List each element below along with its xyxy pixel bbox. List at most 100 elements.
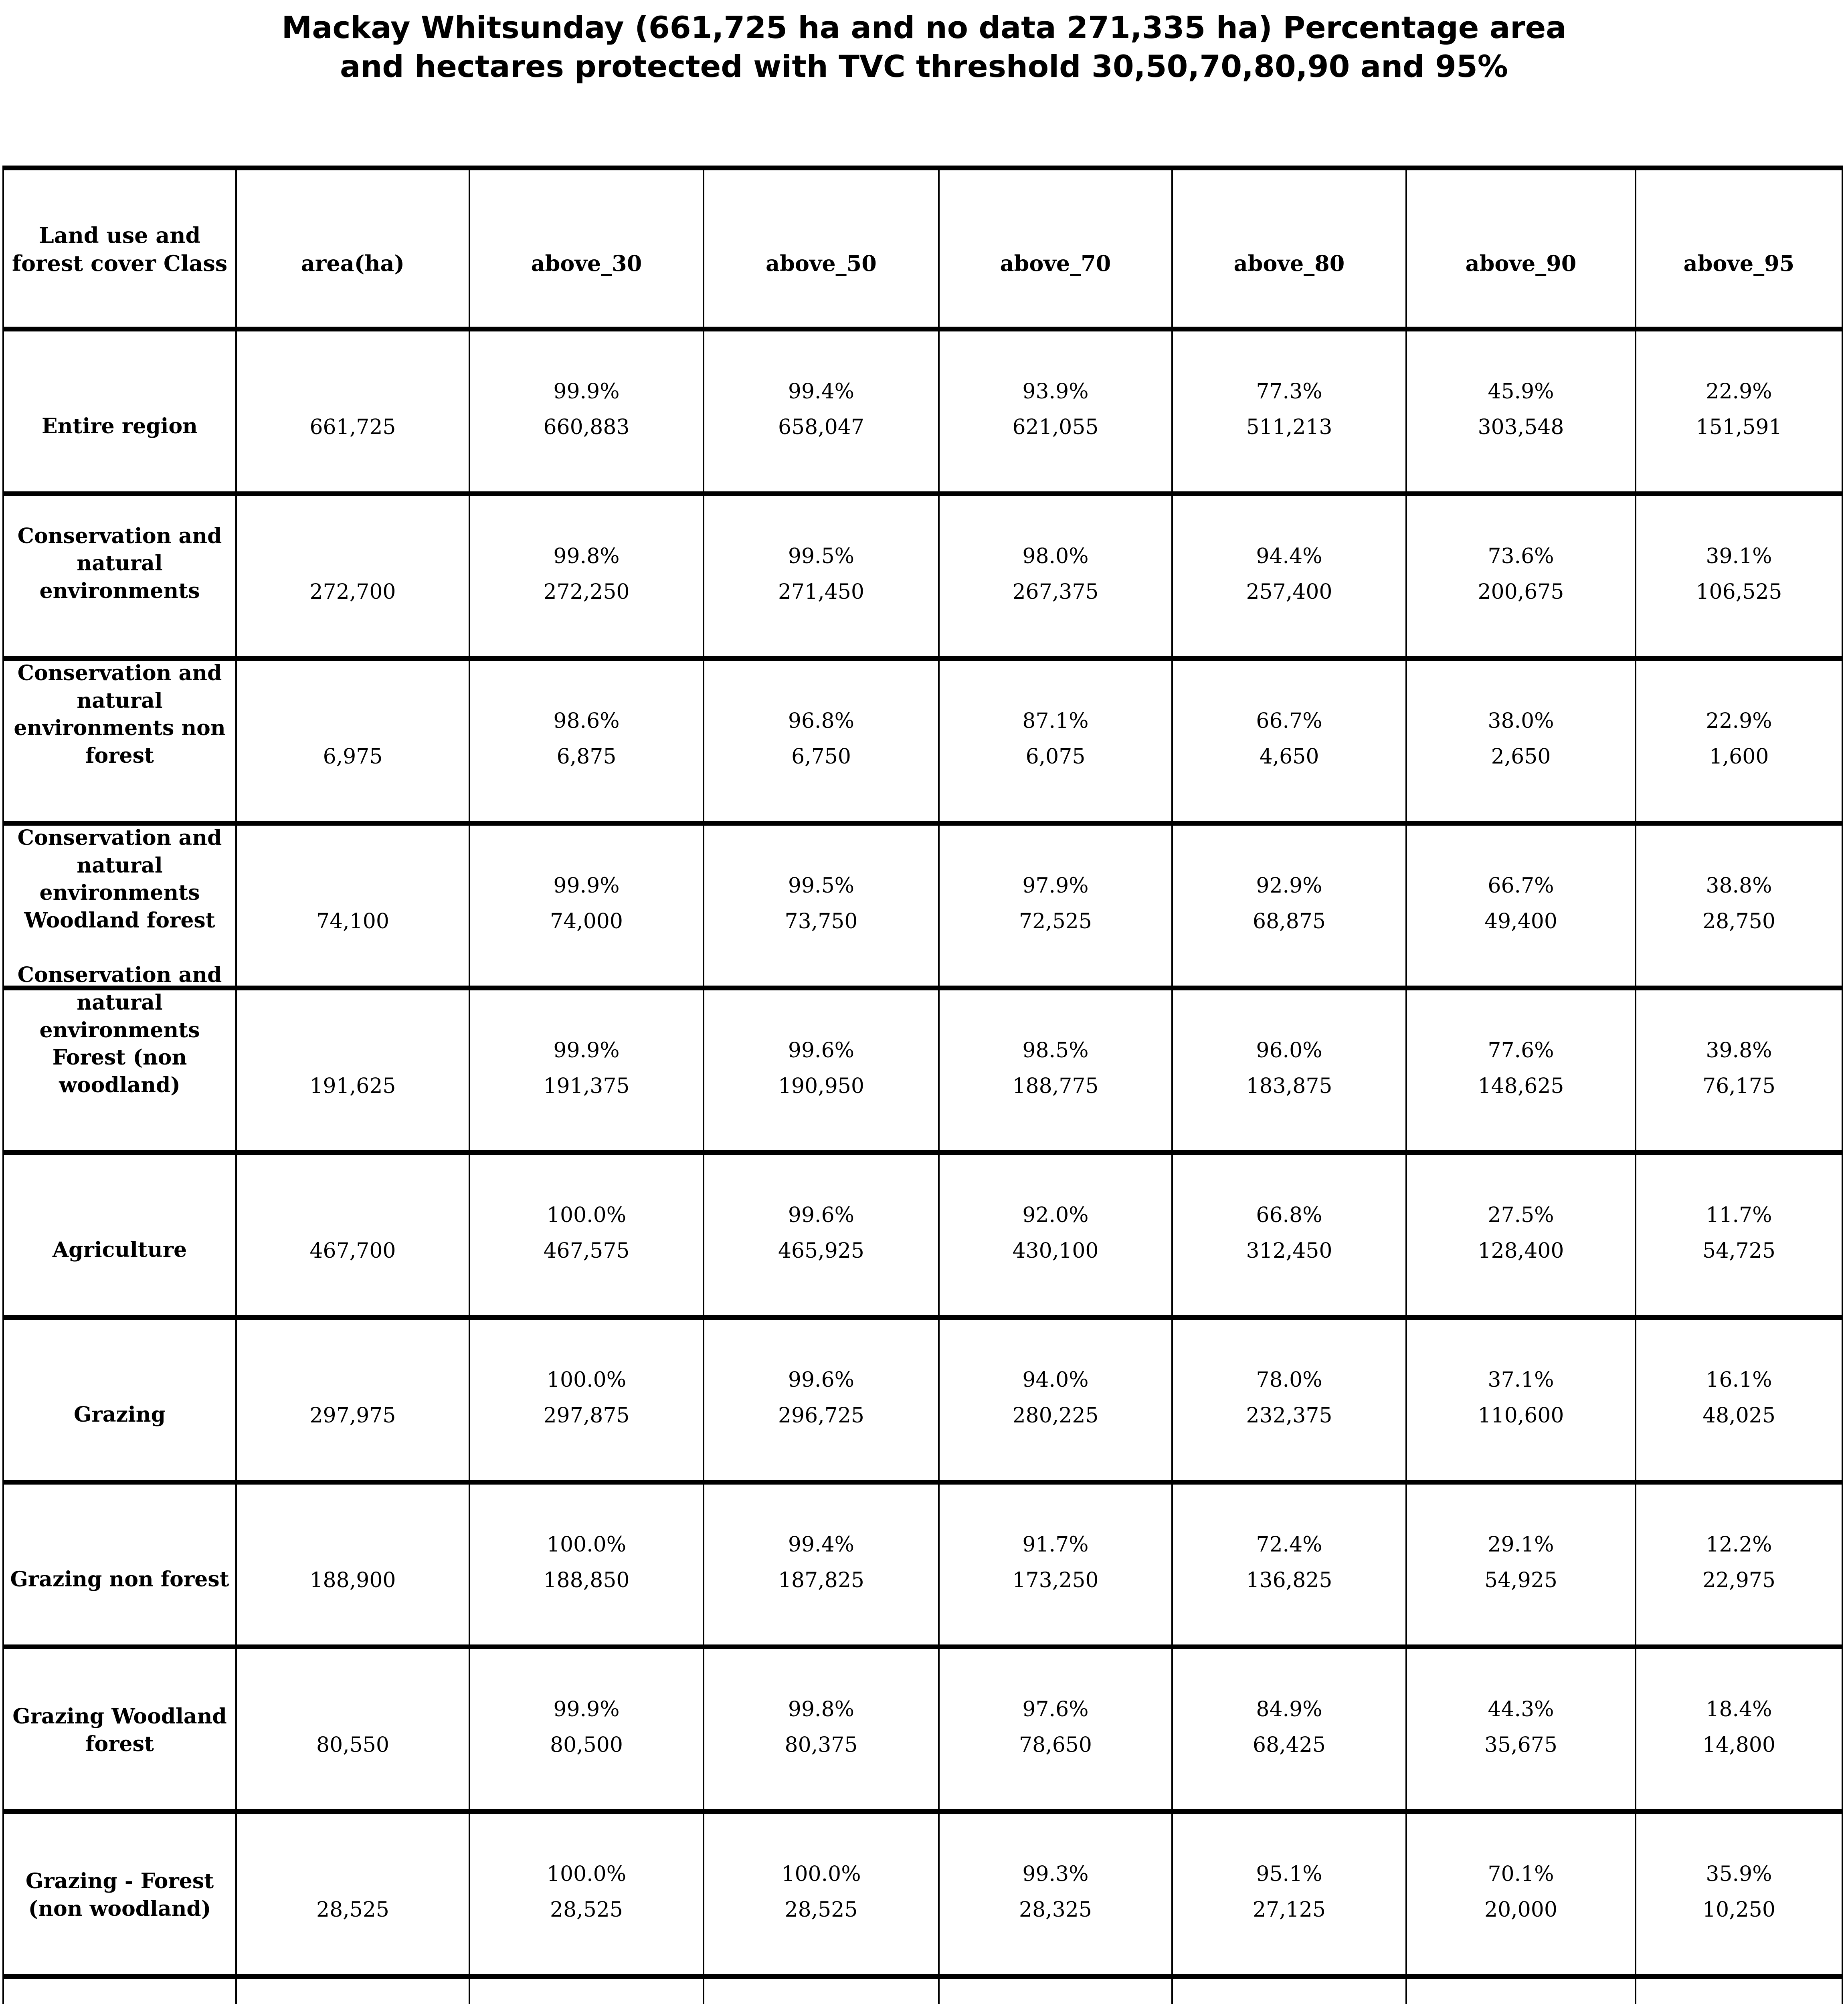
data-cell: 100.0% 188,850 — [469, 1485, 703, 1644]
data-cell: 98.5% 188,775 — [938, 990, 1171, 1150]
table-row: Irrigation 169,675 100.0%169,650 99.7%16… — [2, 1979, 1843, 2004]
data-cell: 87.1% 6,075 — [938, 661, 1171, 821]
data-cell: 99.6% 190,950 — [703, 990, 938, 1150]
table-row: Conservation and natural environments no… — [2, 661, 1843, 826]
data-cell: 97.6% 78,650 — [938, 1649, 1171, 1809]
data-cell: 100.0%169,650 — [469, 1979, 703, 2004]
header-cell-above95: above_95 — [1635, 170, 1843, 327]
area-cell: 80,550 — [235, 1649, 469, 1809]
data-cell: 39.8% 76,175 — [1635, 990, 1843, 1150]
data-cell: 47.2%80,025 — [1171, 1979, 1405, 2004]
data-cell: 22.9% 151,591 — [1635, 331, 1843, 491]
data-cell: 99.8% 272,250 — [469, 496, 703, 656]
table-row: Grazing Woodland forest 80,550 99.9% 80,5… — [2, 1649, 1843, 1814]
data-cell: 66.7% 49,400 — [1405, 826, 1635, 986]
data-cell: 77.6% 148,625 — [1405, 990, 1635, 1150]
data-cell: 99.4% 658,047 — [703, 331, 938, 491]
data-cell: 99.3% 28,325 — [938, 1814, 1171, 1974]
row-label-cell: Grazing Woodland forest — [2, 1649, 235, 1809]
table-header-row: Land use and forest cover Class area(ha)… — [2, 170, 1843, 331]
data-cell: 22.9% 1,600 — [1635, 661, 1843, 821]
table-row: Conservation and natural environments 27… — [2, 496, 1843, 661]
data-cell: 99.9% 660,883 — [469, 331, 703, 491]
header-cell-above70: above_70 — [938, 170, 1171, 327]
page-title-line1: Mackay Whitsunday (661,725 ha and no dat… — [281, 10, 1567, 45]
data-cell: 88.3%149,825 — [938, 1979, 1171, 2004]
data-cell: 39.1% 106,525 — [1635, 496, 1843, 656]
area-cell: 661,725 — [235, 331, 469, 491]
data-cell: 99.8% 80,375 — [703, 1649, 938, 1809]
area-cell: 297,975 — [235, 1320, 469, 1480]
area-cell: 188,900 — [235, 1485, 469, 1644]
data-cell: 94.4% 257,400 — [1171, 496, 1405, 656]
data-cell: 99.6% 465,925 — [703, 1155, 938, 1315]
row-label-cell: Irrigation — [2, 1979, 235, 2004]
area-cell: 191,625 — [235, 990, 469, 1150]
data-cell: 38.0% 2,650 — [1405, 661, 1635, 821]
data-cell: 100.0% 28,525 — [469, 1814, 703, 1974]
data-cell: 27.5% 128,400 — [1405, 1155, 1635, 1315]
table-row: Conservation and natural environments Fo… — [2, 963, 1843, 1155]
row-label-cell: Grazing — [2, 1320, 235, 1480]
page-title-line2: and hectares protected with TVC threshol… — [340, 48, 1508, 85]
table-row: Grazing - Forest (non woodland) 28,525 1… — [2, 1814, 1843, 1979]
data-cell: 84.9% 68,425 — [1171, 1649, 1405, 1809]
data-cell: 99.4% 187,825 — [703, 1485, 938, 1644]
header-cell-area: area(ha) — [235, 170, 469, 327]
header-cell-above50: above_50 — [703, 170, 938, 327]
data-cell: 99.9% 74,000 — [469, 826, 703, 986]
area-cell: 169,675 — [235, 1979, 469, 2004]
data-cell: 66.7% 4,650 — [1171, 661, 1405, 821]
data-cell: 93.9% 621,055 — [938, 331, 1171, 491]
row-label-cell: Grazing non forest — [2, 1485, 235, 1644]
area-cell: 74,100 — [235, 826, 469, 986]
data-cell: 99.9% 191,375 — [469, 990, 703, 1150]
data-cell: 96.0% 183,875 — [1171, 990, 1405, 1150]
header-cell-above90: above_90 — [1405, 170, 1635, 327]
data-cell: 99.6% 296,725 — [703, 1320, 938, 1480]
data-cell: 99.5% 73,750 — [703, 826, 938, 986]
data-cell: 100.0% 297,875 — [469, 1320, 703, 1480]
data-cell: 44.3% 35,675 — [1405, 1649, 1635, 1809]
data-cell: 99.9% 80,500 — [469, 1649, 703, 1809]
data-cell: 66.8% 312,450 — [1171, 1155, 1405, 1315]
data-cell: 73.6% 200,675 — [1405, 496, 1635, 656]
data-cell: 97.9% 72,525 — [938, 826, 1171, 986]
data-cell: 99.5% 271,450 — [703, 496, 938, 656]
data-cell: 37.1% 110,600 — [1405, 1320, 1635, 1480]
row-label-cell: Grazing - Forest (non woodland) — [2, 1814, 235, 1974]
data-cell: 92.9% 68,875 — [1171, 826, 1405, 986]
data-cell: 3.9%6,700 — [1635, 1979, 1843, 2004]
data-cell: 35.9% 10,250 — [1635, 1814, 1843, 1974]
data-cell: 77.3% 511,213 — [1171, 331, 1405, 491]
data-cell: 98.0% 267,375 — [938, 496, 1171, 656]
table-row: Agriculture 467,700 100.0% 467,575 99.6% 4… — [2, 1155, 1843, 1320]
header-cell-above30: above_30 — [469, 170, 703, 327]
data-cell: 100.0% 467,575 — [469, 1155, 703, 1315]
data-cell: 38.8% 28,750 — [1635, 826, 1843, 986]
data-cell: 29.1% 54,925 — [1405, 1485, 1635, 1644]
data-cell: 72.4% 136,825 — [1171, 1485, 1405, 1644]
page-title: Mackay Whitsunday (661,725 ha and no dat… — [0, 8, 1848, 86]
header-cell-above80: above_80 — [1171, 170, 1405, 327]
row-label-cell: Conservation and natural environments — [2, 496, 235, 656]
data-cell: 100.0% 28,525 — [703, 1814, 938, 1974]
data-cell: 45.9% 303,548 — [1405, 331, 1635, 491]
area-cell: 467,700 — [235, 1155, 469, 1315]
data-cell: 96.8% 6,750 — [703, 661, 938, 821]
data-cell: 70.1% 20,000 — [1405, 1814, 1635, 1974]
data-cell: 10.5%17,775 — [1405, 1979, 1635, 2004]
row-label-cell: Conservation and natural environments Fo… — [2, 963, 235, 1150]
table-row: Grazing non forest 188,900 100.0% 188,850… — [2, 1485, 1843, 1649]
data-cell: 16.1% 48,025 — [1635, 1320, 1843, 1480]
area-cell: 28,525 — [235, 1814, 469, 1974]
row-label-cell: Conservation and natural environments no… — [2, 661, 235, 821]
data-cell: 18.4% 14,800 — [1635, 1649, 1843, 1809]
data-cell: 92.0% 430,100 — [938, 1155, 1171, 1315]
area-cell: 6,975 — [235, 661, 469, 821]
data-cell: 11.7% 54,725 — [1635, 1155, 1843, 1315]
data-cell: 91.7% 173,250 — [938, 1485, 1171, 1644]
data-cell: 78.0% 232,375 — [1171, 1320, 1405, 1480]
row-label-cell: Conservation and natural environments Wo… — [2, 826, 235, 986]
land-use-table: Land use and forest cover Class area(ha)… — [2, 166, 1843, 2004]
